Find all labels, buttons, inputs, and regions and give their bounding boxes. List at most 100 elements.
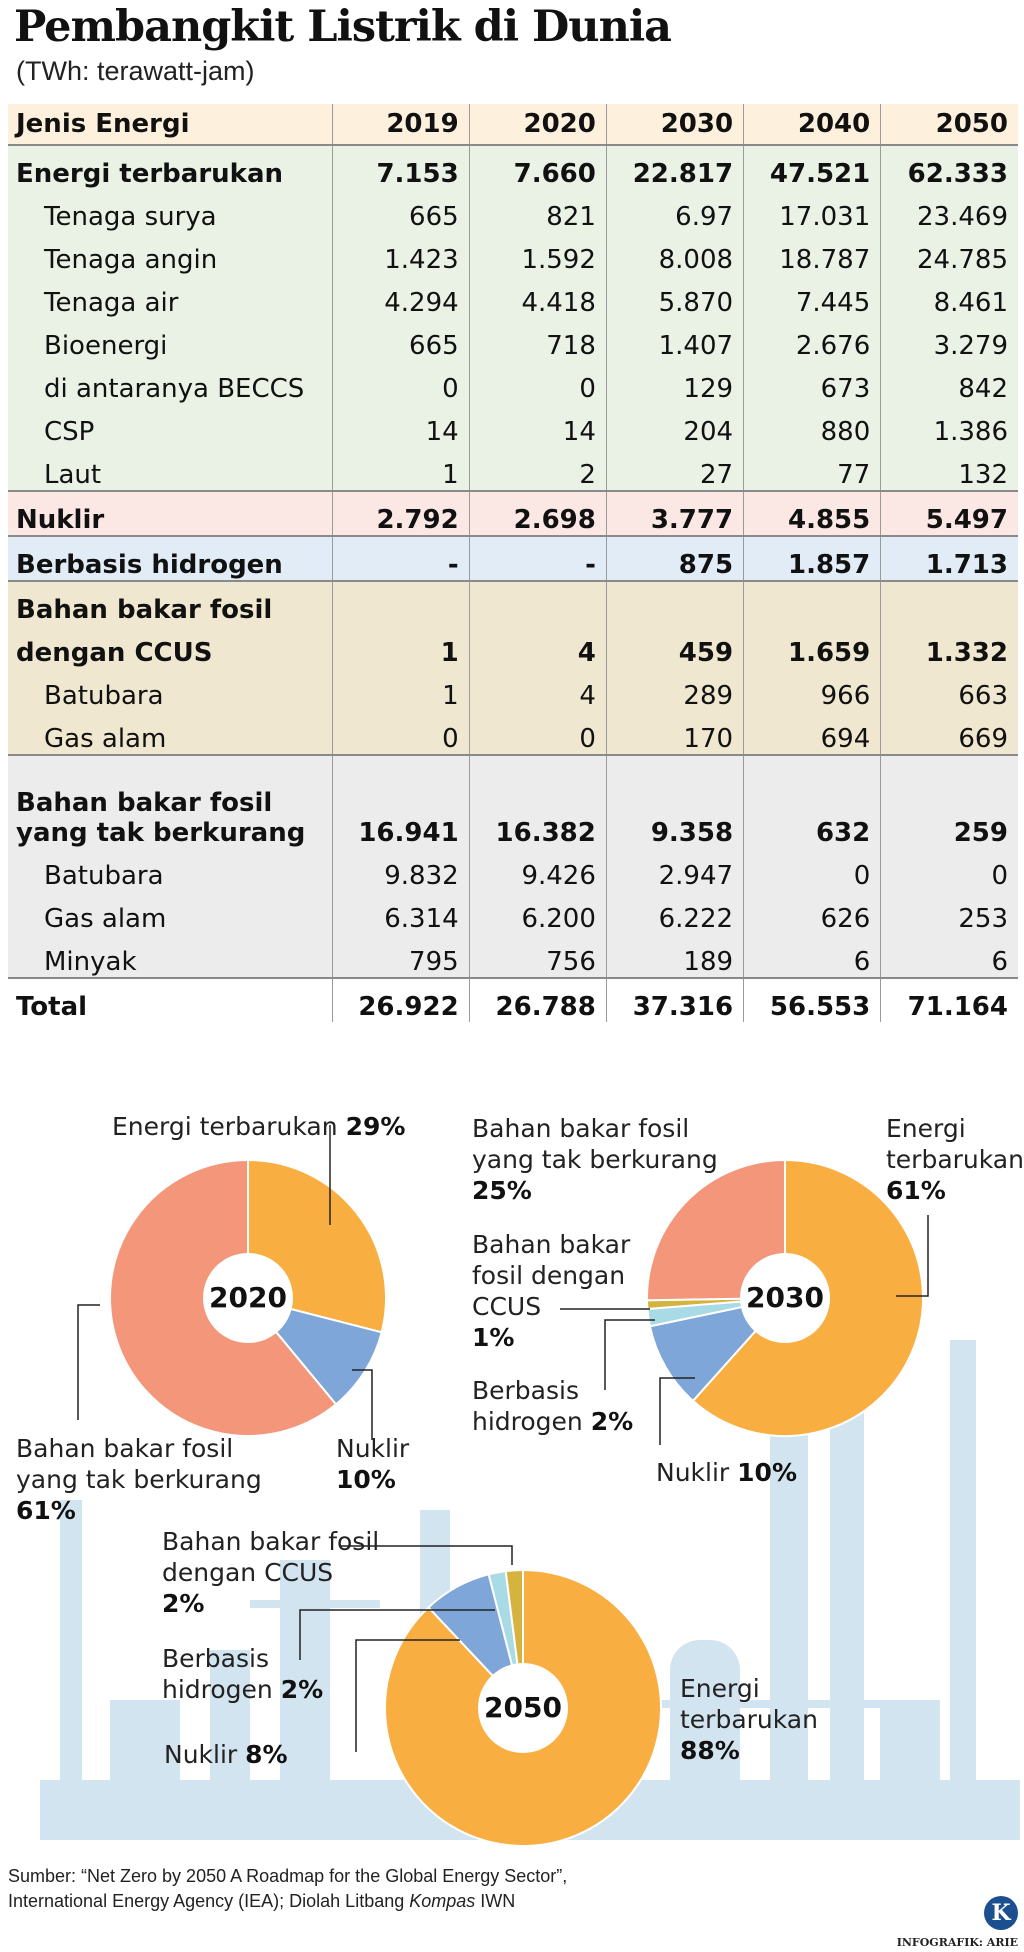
cell: 1.423 [331, 232, 470, 275]
header-cell: 2020 [468, 104, 607, 146]
pie-center-hole [478, 1663, 568, 1753]
cell: 2.676 [743, 318, 881, 361]
row-label: Tenaga surya [8, 189, 332, 232]
pie-center-hole [203, 1253, 293, 1343]
header-cell: Jenis Energi [8, 104, 332, 146]
source-text: IWN [475, 1891, 516, 1911]
leader-line [355, 1639, 460, 1752]
chimney-shape [950, 1340, 976, 1820]
total-group: Total 26.922 26.788 37.316 56.553 71.164 [8, 977, 1018, 1022]
infographic-credit: INFOGRAFIK: ARIE [896, 1936, 1018, 1949]
cell: 0 [880, 848, 1018, 891]
cell: 9.358 [605, 754, 744, 848]
cell: 8.461 [880, 275, 1018, 318]
cell: 26.922 [331, 977, 470, 1022]
cell: 669 [880, 711, 1018, 755]
row-label: Laut [8, 447, 332, 491]
table-row: dengan CCUS 1 4 459 1.659 1.332 [8, 625, 1018, 668]
pie-label-2030-unabated-pct: 25% [472, 1176, 532, 1205]
row-label: Batubara [8, 668, 332, 711]
cell: 9.832 [331, 848, 470, 891]
pie-label-2050-ccus-2: dengan CCUS [162, 1558, 333, 1587]
cell: 795 [331, 934, 470, 978]
table-row: di antaranya BECCS 0 0 129 673 842 [8, 361, 1018, 404]
cell: 1.332 [880, 625, 1018, 668]
source-line-1: Sumber: “Net Zero by 2050 A Roadmap for … [8, 1866, 568, 1886]
pie-slice [646, 1158, 786, 1302]
cell: 0 [331, 361, 470, 404]
table-row: Gas alam 6.314 6.200 6.222 626 253 [8, 891, 1018, 934]
pipe-shape [640, 1700, 880, 1708]
leader-line [340, 1545, 513, 1565]
cell: 132 [880, 447, 1018, 491]
cell: 8.008 [605, 232, 744, 275]
unabated-group: Bahan bakar fosil yang tak berkurang 16.… [8, 754, 1018, 978]
table-row: Tenaga surya 665 821 6.97 17.031 23.469 [8, 189, 1018, 232]
cell: 6.222 [605, 891, 744, 934]
pie-label-2020-unabated: Bahan bakar fosil [16, 1434, 233, 1463]
pie-label-2050-ccus: Bahan bakar fosil [162, 1527, 379, 1556]
pie-year-label: 2050 [484, 1691, 562, 1724]
cell: 170 [605, 711, 744, 755]
cell: 4.855 [743, 490, 881, 536]
kompas-logo-icon: K [984, 1896, 1018, 1930]
cell: 875 [605, 535, 744, 581]
cell: 16.382 [468, 754, 607, 848]
header-cell: 2040 [743, 104, 881, 146]
pie-label-2030-renewable-pct: 61% [886, 1176, 946, 1205]
pie-label-2050-renewable: Energi [680, 1674, 760, 1703]
cell: 0 [331, 711, 470, 755]
cell: 626 [743, 891, 881, 934]
energy-table: Jenis Energi 2019 2020 2030 2040 2050 En… [8, 104, 1018, 1022]
leader-line [299, 1609, 495, 1660]
header-cell: 2030 [605, 104, 744, 146]
pie-label-2020-nuclear-pct: 10% [336, 1465, 396, 1494]
source-text: International Energy Agency (IEA); Diola… [8, 1891, 410, 1911]
cell: 4 [468, 625, 607, 668]
cell: 756 [468, 934, 607, 978]
pie-label-2030-unabated: Bahan bakar fosil [472, 1114, 689, 1143]
cell: 4.418 [468, 275, 607, 318]
table-row: Nuklir 2.792 2.698 3.777 4.855 5.497 [8, 490, 1018, 536]
cell: 71.164 [880, 977, 1018, 1022]
cell: 694 [743, 711, 881, 755]
row-label: Minyak [8, 934, 332, 978]
cell: 2.792 [331, 490, 470, 536]
cell: 6 [880, 934, 1018, 978]
pie-label-2050-nuclear: Nuklir 8% [164, 1740, 288, 1769]
table-row: Bahan bakar fosil [8, 580, 1018, 625]
pie-label-2020-unabated-2: yang tak berkurang [16, 1465, 262, 1494]
table-row: Energi terbarukan 7.153 7.660 22.817 47.… [8, 145, 1018, 189]
table-row: Minyak 795 756 189 6 6 [8, 934, 1018, 978]
cell: 17.031 [743, 189, 881, 232]
cell: 5.497 [880, 490, 1018, 536]
row-label: Gas alam [8, 711, 332, 755]
pie-label-2030-unabated-2: yang tak berkurang [472, 1145, 718, 1174]
row-label: Bahan bakar fosil yang tak berkurang [8, 754, 332, 848]
cell: 842 [880, 361, 1018, 404]
cell: 22.817 [605, 145, 744, 189]
ccus-group: Bahan bakar fosil dengan CCUS 1 4 459 1.… [8, 580, 1018, 755]
leader-line [352, 1369, 373, 1440]
cell: 1 [331, 447, 470, 491]
pie-chart-2030 [646, 1158, 924, 1437]
cell: 632 [743, 754, 881, 848]
cell: 253 [880, 891, 1018, 934]
cell: 16.941 [331, 754, 470, 848]
cell: 0 [468, 361, 607, 404]
row-label: Nuklir [8, 490, 332, 536]
cell: 189 [605, 934, 744, 978]
pie-label-2030-ccus: Bahan bakar [472, 1230, 631, 1259]
source-line-2: International Energy Agency (IEA); Diola… [8, 1889, 567, 1914]
cell: 0 [468, 711, 607, 755]
cell: 2.698 [468, 490, 607, 536]
pie-label-2050-hydrogen: Berbasis [162, 1644, 269, 1673]
cell: 14 [331, 404, 470, 447]
cell: 1 [331, 668, 470, 711]
cell: 1.659 [743, 625, 881, 668]
table-row: Bahan bakar fosil yang tak berkurang 16.… [8, 754, 1018, 848]
table-row: Gas alam 0 0 170 694 669 [8, 711, 1018, 755]
pie-label-2030-ccus-2: fosil dengan [472, 1261, 625, 1290]
renewable-group: Energi terbarukan 7.153 7.660 22.817 47.… [8, 145, 1018, 491]
table-row: Tenaga air 4.294 4.418 5.870 7.445 8.461 [8, 275, 1018, 318]
